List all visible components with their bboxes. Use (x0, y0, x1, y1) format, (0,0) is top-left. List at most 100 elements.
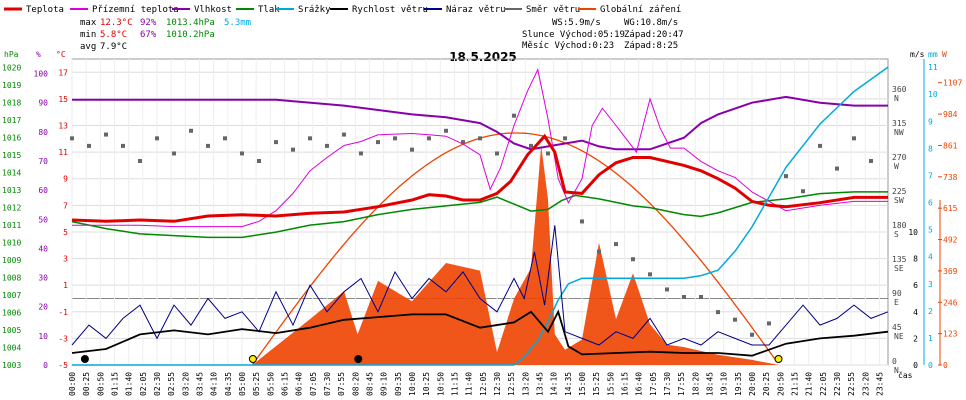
x-tick-label: 12:30 (493, 372, 502, 396)
y-tick-rain: 4 (928, 253, 933, 262)
y-tick-humidity: 50 (38, 215, 48, 224)
y-tick-humidity: 30 (38, 274, 48, 283)
y-tick-rain: 0 (928, 361, 933, 370)
y-tick-solar: 984 (943, 110, 958, 119)
winddir-point (240, 151, 244, 156)
x-tick-label: 15:50 (606, 372, 615, 396)
y-tick-humidity: 90 (38, 99, 48, 108)
y-tick-pressure: 1009 (2, 256, 21, 265)
y-tick-pressure: 1016 (2, 134, 21, 143)
right-axes: 0N45NE90E135SE180S225SW270W315NW360N0246… (892, 59, 962, 375)
winddir-point (359, 151, 363, 156)
x-tick-label: 06:15 (281, 372, 290, 396)
x-tick-label: 12:05 (479, 372, 488, 396)
winddir-point (682, 295, 686, 299)
y-tick-temp: 9 (63, 175, 68, 184)
x-tick-label: 20:50 (776, 372, 785, 396)
moonrise-marker (80, 355, 89, 363)
stats-min-temp: 5.8°C (100, 30, 127, 40)
x-tick-label: 00:25 (82, 372, 91, 396)
winddir-point (750, 332, 754, 337)
winddir-point (665, 287, 669, 292)
y-tick-wind: 0 (913, 361, 918, 370)
x-tick-label: 01:15 (111, 372, 120, 396)
x-tick-label: 15:00 (578, 372, 587, 396)
y-tick-pressure: 1006 (2, 309, 21, 318)
y-tick-solar: 861 (943, 141, 958, 150)
y-tick-humidity: 20 (38, 303, 48, 312)
x-tick-label: 11:40 (465, 372, 474, 396)
winddir-point (716, 310, 720, 315)
sun-set: Západ:20:47 (624, 30, 684, 40)
x-tick-label: 13:20 (521, 372, 530, 396)
x-tick-label: 14:10 (550, 372, 559, 396)
legend-dew: Přízemní teplota (92, 5, 179, 15)
y-tick-pressure: 1010 (2, 239, 21, 248)
x-tick-label: 05:25 (252, 372, 261, 396)
y-tick-rain: 10 (928, 90, 938, 99)
x-tick-label: 21:15 (791, 372, 800, 396)
chart-title: 18.5.2025 (449, 50, 517, 64)
x-tick-label: 22:05 (819, 372, 828, 396)
winddir-point (308, 136, 312, 141)
y-tick-pressure: 1018 (2, 99, 21, 108)
x-tick-label: 02:05 (139, 372, 148, 396)
sunrise-marker (248, 355, 257, 363)
y-tick-winddir-label: NE (894, 332, 904, 341)
stats-max-label: max (80, 18, 97, 28)
wind-ws: WS:5.9m/s (552, 18, 601, 28)
x-tick-label: 03:45 (196, 372, 205, 396)
y-tick-temp: 13 (58, 122, 68, 131)
y-tick-winddir-label: E (894, 298, 899, 307)
y-tick-temp: 1 (63, 281, 68, 290)
y-tick-winddir: 315 (892, 119, 907, 128)
y-tick-winddir-label: S (894, 230, 899, 239)
legend: Teplota Přízemní teplota Vlhkost Tlak Sr… (4, 5, 681, 15)
y-tick-temp: 17 (58, 68, 68, 77)
y-tick-wind: 4 (913, 308, 918, 317)
x-tick-label: 16:40 (635, 372, 644, 396)
y-tick-wind: 8 (913, 255, 918, 264)
stats-max-hum: 92% (140, 18, 157, 28)
winddir-point (784, 174, 788, 179)
winddir-point (869, 159, 873, 163)
y-tick-winddir-label: W (894, 162, 899, 171)
y-tick-solar: 492 (943, 236, 958, 245)
y-tick-pressure: 1020 (2, 64, 21, 73)
y-tick-wind: 6 (913, 281, 918, 290)
y-tick-solar: 246 (943, 298, 958, 307)
series-gust (71, 225, 889, 346)
series-pressure (71, 191, 888, 239)
wind-wg: WG:10.8m/s (624, 18, 678, 28)
y-tick-winddir-label: NW (894, 128, 904, 137)
winddir-point (580, 219, 584, 224)
winddir-point (376, 140, 380, 145)
x-tick-label: 07:30 (323, 372, 332, 396)
winddir-point (189, 128, 193, 133)
y-tick-humidity: 40 (38, 244, 48, 253)
unit-cas: čas (898, 370, 913, 380)
series-ground-temp (72, 68, 888, 228)
winddir-point (393, 136, 397, 141)
x-tick-label: 22:30 (833, 372, 842, 396)
y-tick-pressure: 1003 (2, 361, 21, 370)
stats-max-press: 1013.4hPa (166, 18, 215, 28)
y-tick-solar: 0 (943, 361, 948, 370)
y-tick-pressure: 1004 (2, 344, 21, 353)
winddir-point (529, 143, 533, 148)
y-tick-pressure: 1014 (2, 169, 21, 178)
x-tick-label: 20:00 (748, 372, 757, 396)
winddir-point (291, 147, 295, 152)
y-tick-rain: 1 (928, 334, 933, 343)
winddir-point (138, 159, 142, 163)
x-tick-label: 00:50 (96, 372, 105, 396)
y-tick-pressure: 1012 (2, 204, 21, 213)
unit-ms: m/s (910, 50, 925, 59)
unit-pct: % (36, 50, 41, 59)
x-tick-label: 18:20 (691, 372, 700, 396)
winddir-point (427, 136, 431, 141)
unit-degc: °C (56, 50, 66, 59)
x-tick-label: 23:45 (876, 372, 885, 396)
winddir-point (512, 113, 516, 118)
